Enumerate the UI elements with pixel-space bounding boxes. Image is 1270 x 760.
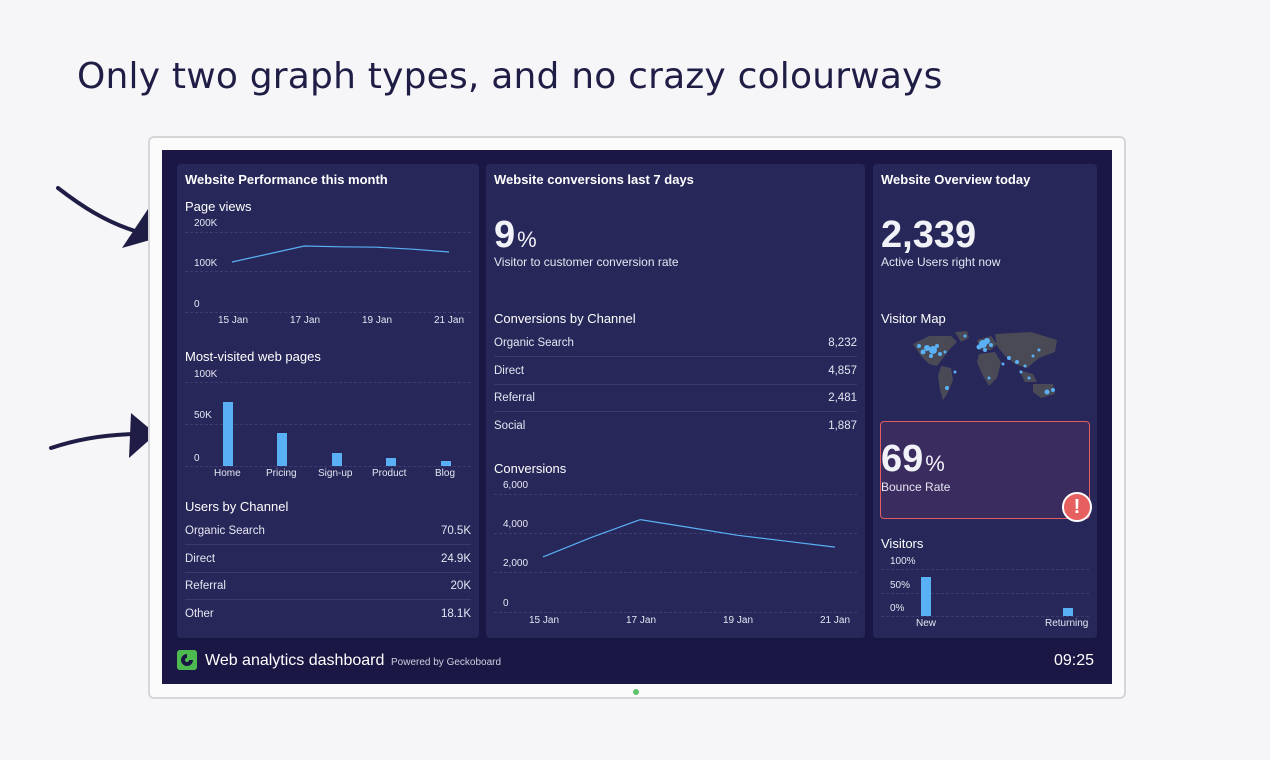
x-tick: Blog — [435, 468, 456, 479]
y-tick: 4,000 — [503, 519, 529, 530]
panel-title: Website conversions last 7 days — [494, 172, 694, 187]
bar-product — [386, 457, 396, 466]
y-tick: 0 — [194, 453, 200, 464]
y-tick: 0 — [503, 598, 509, 609]
table-row: Direct 24.9K — [185, 545, 471, 573]
bar-returning — [1063, 607, 1073, 616]
x-tick: 19 Jan — [723, 615, 754, 626]
panel-website-conversions: Website conversions last 7 days 9% Visit… — [486, 164, 865, 638]
arrow-icon — [56, 186, 154, 248]
x-tick: 21 Jan — [434, 315, 465, 326]
y-tick: 0% — [890, 603, 905, 614]
panel-website-performance: Website Performance this month Page view… — [177, 164, 479, 638]
conversion-rate-value: 9% — [494, 214, 537, 256]
table-row: Other 18.1K — [185, 608, 471, 620]
panel-title: Website Performance this month — [185, 172, 388, 187]
users-by-channel-label: Users by Channel — [185, 499, 289, 514]
bar-blog — [441, 460, 451, 466]
page-views-chart — [231, 245, 450, 263]
page-views-label: Page views — [185, 199, 252, 214]
y-tick: 2,000 — [503, 558, 529, 569]
x-tick: 17 Jan — [290, 315, 321, 326]
visitor-map-label: Visitor Map — [881, 311, 946, 326]
alert-icon[interactable]: ! — [1062, 492, 1092, 522]
clock: 09:25 — [1054, 652, 1095, 669]
table-row: Social 1,887 — [494, 420, 857, 432]
x-tick: Returning — [1045, 618, 1089, 629]
dashboard-screen: Website Performance this month Page view… — [162, 150, 1112, 684]
x-tick: 15 Jan — [529, 615, 560, 626]
table-row: Direct 4,857 — [494, 357, 857, 385]
y-tick: 200K — [194, 218, 218, 229]
x-tick: Sign-up — [318, 468, 353, 479]
y-tick: 6,000 — [503, 480, 529, 491]
bounce-rate-value: 69% — [881, 438, 945, 480]
bar-sign-up — [332, 453, 342, 466]
table-row: Referral 2,481 — [494, 384, 857, 412]
visitors-label: Visitors — [881, 536, 924, 551]
x-tick: 17 Jan — [626, 615, 657, 626]
y-tick: 100K — [194, 369, 218, 380]
bar-new — [921, 577, 931, 616]
dashboard-title: Web analytics dashboard — [205, 652, 385, 669]
conversions-chart-label: Conversions — [494, 461, 567, 476]
y-tick: 50% — [890, 580, 911, 591]
panel-title: Website Overview today — [881, 172, 1031, 187]
bounce-rate-label: Bounce Rate — [881, 480, 951, 494]
y-tick: 0 — [194, 299, 200, 310]
conversions-by-channel-label: Conversions by Channel — [494, 311, 636, 326]
bounce-rate-alert: 69% Bounce Rate — [880, 421, 1090, 519]
y-tick: 100K — [194, 258, 218, 269]
x-tick: 19 Jan — [362, 315, 393, 326]
x-tick: Product — [372, 468, 407, 479]
y-tick: 100% — [890, 556, 916, 567]
powered-by: Powered by Geckoboard — [391, 657, 502, 668]
x-tick: Pricing — [266, 468, 297, 479]
panel-website-overview: Website Overview today 2,339 Active User… — [873, 164, 1097, 638]
most-visited-label: Most-visited web pages — [185, 349, 321, 364]
table-row: Organic Search 8,232 — [494, 329, 857, 357]
y-tick: 50K — [194, 410, 212, 421]
x-tick: New — [916, 618, 937, 629]
bar-pricing — [277, 433, 287, 466]
active-users-value: 2,339 — [881, 214, 977, 256]
world-map-icon — [913, 331, 1057, 400]
page-headline: Only two graph types, and no crazy colou… — [77, 56, 943, 97]
x-tick: 15 Jan — [218, 315, 249, 326]
table-row: Organic Search 70.5K — [185, 517, 471, 545]
active-users-label: Active Users right now — [881, 255, 1001, 269]
x-tick: 21 Jan — [820, 615, 851, 626]
table-row: Referral 20K — [185, 572, 471, 600]
geckoboard-logo-icon — [177, 650, 197, 670]
conversions-chart — [542, 518, 836, 558]
x-tick: Home — [214, 468, 241, 479]
power-indicator — [633, 689, 639, 695]
conversion-rate-label: Visitor to customer conversion rate — [494, 255, 679, 269]
arrow-icon — [49, 413, 156, 458]
bar-home — [223, 402, 233, 466]
